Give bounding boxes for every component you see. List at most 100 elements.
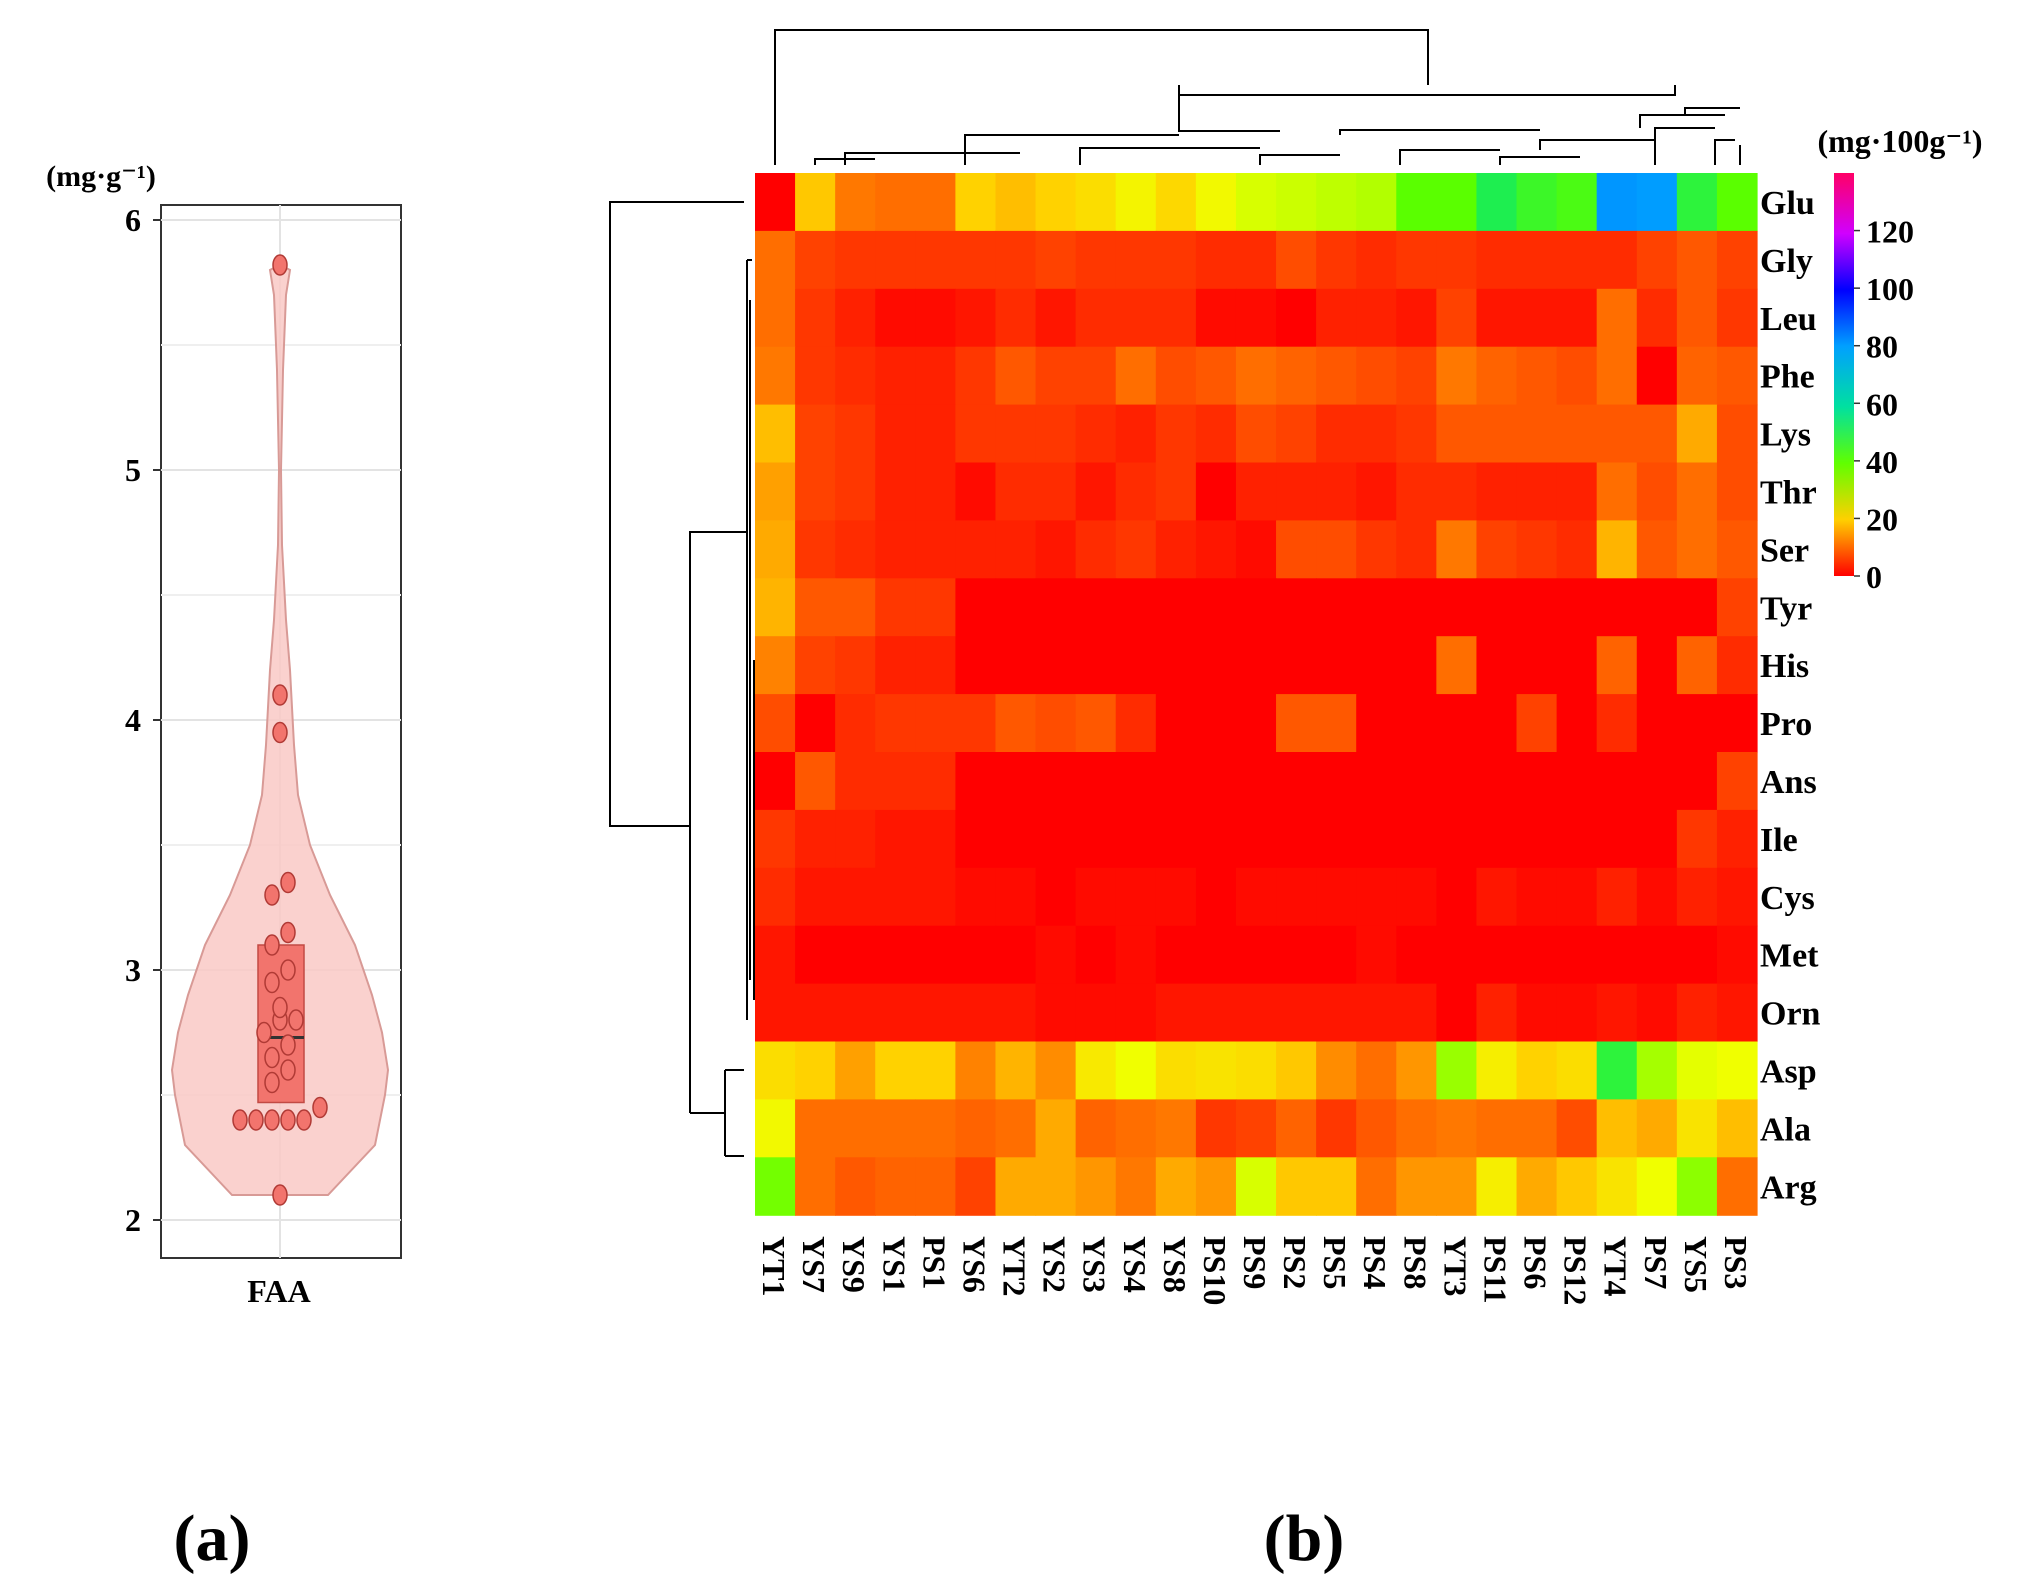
heatmap-cell	[1636, 636, 1678, 695]
heatmap-cell	[1115, 1157, 1157, 1216]
heatmap-cell	[1396, 925, 1437, 985]
heatmap-cell	[1476, 867, 1518, 927]
heatmap-cell	[1115, 404, 1157, 464]
data-point	[288, 1009, 304, 1031]
heatmap-cell	[1396, 520, 1437, 579]
heatmap-cell	[1556, 1041, 1598, 1100]
heatmap-cell	[1516, 636, 1558, 695]
heatmap-cell	[1035, 636, 1077, 695]
heatmap-cell	[1396, 462, 1437, 521]
heatmap-cell	[1436, 346, 1478, 406]
heatmap-cell	[915, 636, 956, 695]
heatmap-cell	[1596, 173, 1638, 232]
heatmap-cell	[795, 1099, 836, 1158]
heatmap-cell	[795, 983, 836, 1043]
heatmap-cell	[1235, 404, 1277, 464]
heatmap-cell	[875, 1041, 916, 1100]
data-point	[264, 971, 280, 994]
data-point	[264, 884, 280, 906]
x-category-label: FAA	[247, 1273, 310, 1309]
column-label: YS3	[1077, 1236, 1113, 1293]
column-label: PS8	[1397, 1236, 1433, 1289]
heatmap-cell	[1596, 1157, 1638, 1216]
heatmap-cell	[1075, 925, 1117, 985]
heatmap-cell	[1396, 578, 1437, 637]
heatmap-cell	[1276, 925, 1317, 985]
heatmap-cell	[1115, 520, 1157, 579]
heatmap-cell	[755, 925, 796, 985]
heatmap-cell	[1316, 404, 1357, 464]
heatmap-cell	[1235, 288, 1277, 348]
heatmap-cell	[995, 752, 1037, 811]
violin-panel: 2 3 4 5 6	[125, 202, 402, 1259]
heatmap-cell	[1195, 809, 1237, 869]
heatmap-cell	[835, 867, 876, 927]
heatmap-cell	[915, 1041, 956, 1100]
heatmap-cell	[1436, 288, 1478, 348]
dendrogram-branch	[1714, 139, 1735, 165]
heatmap-cell	[1035, 230, 1077, 290]
heatmap-cell	[1476, 694, 1518, 753]
panel-label-b: (b)	[1264, 1502, 1345, 1575]
heatmap-cell	[1716, 752, 1758, 811]
heatmap-cell	[1596, 404, 1638, 464]
heatmap-cell	[995, 809, 1037, 869]
heatmap-cell	[1115, 1041, 1157, 1100]
heatmap-cell	[1195, 867, 1237, 927]
heatmap-cell	[1316, 1041, 1357, 1100]
row-label: Cys	[1760, 880, 1815, 917]
heatmap-cell	[1075, 867, 1117, 927]
heatmap-cell	[1596, 809, 1638, 869]
heatmap-cell	[1356, 230, 1397, 290]
heatmap-cell	[955, 983, 997, 1043]
heatmap-cell	[1075, 346, 1117, 406]
heatmap-cell	[835, 752, 876, 811]
heatmap-cell	[1636, 983, 1678, 1043]
heatmap-cell	[1075, 1041, 1117, 1100]
row-label: Gly	[1760, 243, 1813, 280]
heatmap-cell	[1396, 173, 1437, 232]
heatmap-cell	[1195, 694, 1237, 753]
heatmap-cell	[1556, 1157, 1598, 1216]
heatmap-cell	[915, 1099, 956, 1158]
heatmap-cell	[915, 752, 956, 811]
heatmap-cell	[1636, 462, 1678, 521]
heatmap-cell	[1716, 694, 1758, 753]
heatmap-cell	[1556, 173, 1598, 232]
heatmap-cell	[1235, 809, 1277, 869]
heatmap-cell	[1636, 346, 1678, 406]
heatmap-cell	[1235, 230, 1277, 290]
column-label: YS2	[1037, 1236, 1073, 1293]
heatmap-cell	[835, 173, 876, 232]
heatmap-cell	[1155, 520, 1197, 579]
heatmap-cell	[835, 1099, 876, 1158]
column-label: YS5	[1678, 1236, 1714, 1293]
heatmap-cell	[1155, 694, 1197, 753]
heatmap-cell	[875, 636, 916, 695]
heatmap-cell	[1195, 288, 1237, 348]
heatmap-cell	[1035, 925, 1077, 985]
y-tick-label: 2	[125, 1202, 141, 1238]
heatmap-cell	[1716, 346, 1758, 406]
data-point	[272, 721, 288, 744]
heatmap-cell	[955, 694, 997, 753]
heatmap-cell	[955, 173, 997, 232]
heatmap-cell	[1235, 346, 1277, 406]
heatmap-cell	[1436, 1157, 1478, 1216]
heatmap-cell	[1356, 636, 1397, 695]
heatmap-cell	[1476, 173, 1518, 232]
row-label: Asp	[1760, 1053, 1817, 1090]
heatmap-cell	[1596, 752, 1638, 811]
column-labels: YT1 YS7 YS9 YS1 PS1 YS6 YT2 YS2 YS3 YS4 YS8 PS10 PS9…	[756, 1236, 1754, 1305]
heatmap-cell	[835, 462, 876, 521]
heatmap-cell	[1356, 983, 1397, 1043]
heatmap-cell	[1195, 346, 1237, 406]
y-tick-label: 3	[125, 952, 141, 988]
heatmap-cell	[1516, 404, 1558, 464]
heatmap-cell	[1235, 925, 1277, 985]
heatmap-cell	[1035, 173, 1077, 232]
heatmap-cell	[915, 809, 956, 869]
heatmap-cell	[1476, 462, 1518, 521]
heatmap-cell	[1476, 230, 1518, 290]
heatmap-cell	[835, 983, 876, 1043]
